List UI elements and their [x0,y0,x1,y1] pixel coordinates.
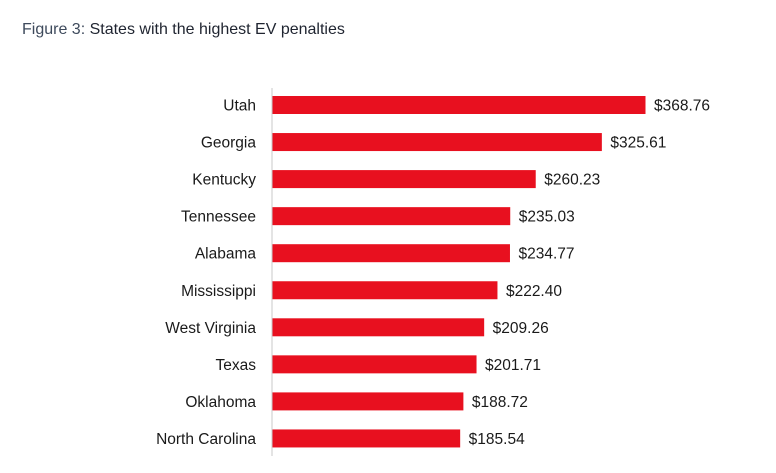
value-label: $201.71 [485,357,541,374]
figure-title-text: States with the highest EV penalties [89,21,345,38]
figure-label: Figure 3: [22,21,86,38]
category-label: Utah [223,98,256,115]
value-label: $188.72 [472,394,528,411]
bar [272,281,498,300]
bar [272,207,511,226]
category-label: Mississippi [181,283,256,300]
category-label: Alabama [195,246,257,263]
category-label: Oklahoma [185,394,256,411]
bar [272,392,464,411]
value-label: $222.40 [506,283,562,300]
bar [272,355,477,374]
bar [272,244,510,263]
value-label: $368.76 [654,98,710,115]
category-label: Texas [216,357,257,374]
category-label: West Virginia [165,320,256,337]
category-label: Georgia [201,135,257,152]
category-label: Tennessee [181,209,256,226]
bar [272,96,646,114]
value-label: $235.03 [519,209,575,226]
bar [272,318,485,337]
bar [272,429,461,448]
bar [272,133,602,152]
value-label: $325.61 [610,135,666,152]
value-label: $185.54 [469,431,525,448]
value-label: $209.26 [493,320,549,337]
category-label: Kentucky [192,172,256,189]
category-label: North Carolina [156,431,256,448]
figure-title: Figure 3: States with the highest EV pen… [22,20,345,40]
value-label: $234.77 [518,246,574,263]
bar [272,170,536,189]
value-label: $260.23 [544,172,600,189]
